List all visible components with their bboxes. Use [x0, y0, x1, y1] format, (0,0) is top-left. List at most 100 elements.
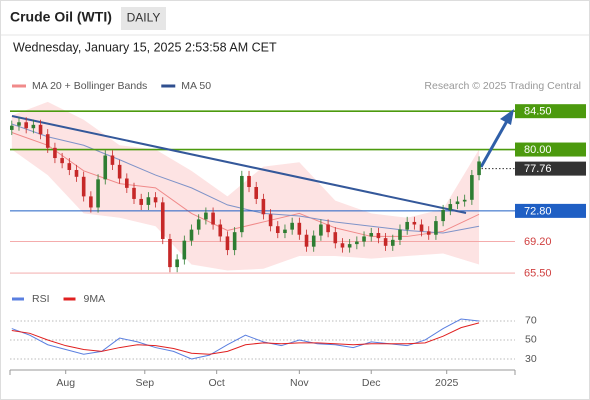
- candle-body: [168, 238, 172, 268]
- level-label: 72.80: [524, 205, 552, 217]
- candle-body: [369, 233, 374, 237]
- x-tick-label: 2025: [435, 377, 459, 389]
- candle-body: [45, 134, 50, 148]
- candle-body: [153, 197, 158, 203]
- candle-body: [189, 229, 194, 241]
- level-label: 65.50: [524, 267, 552, 279]
- candle-body: [355, 241, 359, 245]
- rsi-ma-line: [11, 322, 480, 355]
- candle-body: [125, 178, 129, 188]
- candle-body: [448, 204, 453, 211]
- candle-body: [225, 236, 230, 251]
- candle-body: [297, 222, 302, 235]
- candle-body: [81, 176, 86, 197]
- candle-body: [218, 224, 223, 237]
- x-tick-label: Sep: [135, 377, 154, 389]
- candle-body: [175, 259, 179, 268]
- candle-body: [31, 124, 36, 129]
- bollinger-band: [11, 101, 480, 271]
- candle-body: [182, 240, 187, 260]
- candle-body: [477, 161, 481, 176]
- legend-label: MA 50: [181, 80, 211, 92]
- timeframe-badge: [121, 7, 166, 30]
- candle-body: [398, 229, 402, 240]
- candle-body: [455, 201, 460, 205]
- candle-body: [412, 221, 417, 225]
- x-tick-label: Dec: [362, 377, 381, 389]
- level-box: [515, 161, 586, 176]
- candle-body: [38, 124, 43, 135]
- candle-body: [204, 212, 208, 220]
- candle-body: [340, 243, 345, 248]
- candle-body: [311, 235, 316, 247]
- candle-body: [405, 221, 409, 230]
- candle-body: [275, 226, 280, 234]
- level-label: 69.20: [524, 236, 552, 248]
- timeframe: DAILY: [127, 11, 161, 25]
- subtitle: Wednesday, January 15, 2025 2:53:58 AM C…: [13, 40, 277, 54]
- candle-body: [326, 224, 330, 233]
- candle-body: [441, 210, 445, 222]
- projection-arrow: [479, 120, 509, 168]
- rsi-tick-label: 70: [525, 315, 537, 327]
- candle-body: [196, 219, 201, 230]
- candle-body: [268, 214, 273, 227]
- rsi-tick-label: 30: [525, 353, 537, 365]
- level-label: 77.76: [524, 163, 552, 175]
- candle-body: [470, 175, 474, 200]
- candle-body: [110, 155, 115, 165]
- candle-body: [74, 169, 79, 177]
- x-tick-label: Nov: [290, 377, 309, 389]
- trendline: [11, 115, 467, 214]
- candle-body: [319, 224, 323, 236]
- candle-body: [117, 164, 122, 179]
- chart-title: Crude Oil (WTI): [10, 9, 112, 25]
- candle-body: [67, 163, 72, 170]
- x-tick-label: Oct: [209, 377, 225, 389]
- candle-body: [362, 236, 366, 242]
- candle-body: [383, 238, 388, 246]
- candle-body: [146, 197, 151, 205]
- candle-body: [103, 155, 108, 180]
- candle-body: [211, 212, 215, 225]
- level-box: [515, 142, 586, 157]
- candle-body: [347, 244, 352, 248]
- candle-body: [462, 199, 467, 202]
- rsi-tick-label: 50: [525, 334, 537, 346]
- candle-body: [426, 231, 431, 235]
- legend-label: 9MA: [84, 293, 106, 305]
- legend-label: MA 20 + Bollinger Bands: [32, 80, 147, 92]
- source: Research © 2025 Trading Central: [424, 80, 581, 92]
- candle-body: [53, 147, 57, 159]
- candle-body: [390, 239, 395, 246]
- candle-body: [139, 198, 143, 205]
- candle-body: [283, 229, 287, 234]
- candle-body: [376, 233, 381, 239]
- candle-body: [254, 187, 259, 199]
- candle-body: [333, 232, 338, 244]
- candle-body: [9, 125, 14, 130]
- candle-body: [89, 196, 93, 208]
- level-label: 84.50: [524, 106, 552, 118]
- candle-body: [261, 198, 266, 215]
- candle-body: [290, 222, 294, 230]
- candle-body: [419, 224, 424, 232]
- level-label: 80.00: [524, 144, 552, 156]
- candle-body: [160, 202, 165, 239]
- candle-body: [132, 187, 136, 199]
- candle-body: [247, 175, 251, 188]
- candle-body: [232, 232, 237, 251]
- rsi-line: [11, 318, 480, 360]
- candle-body: [240, 175, 244, 233]
- arrow-head: [500, 109, 514, 125]
- level-box: [515, 104, 586, 119]
- candle-body: [17, 122, 21, 126]
- legend-label: RSI: [32, 293, 50, 305]
- x-tick-label: Aug: [56, 377, 75, 389]
- candle-body: [60, 158, 64, 164]
- candle-body: [434, 221, 438, 235]
- candle-body: [24, 122, 28, 129]
- level-box: [515, 203, 586, 218]
- candle-body: [304, 234, 309, 247]
